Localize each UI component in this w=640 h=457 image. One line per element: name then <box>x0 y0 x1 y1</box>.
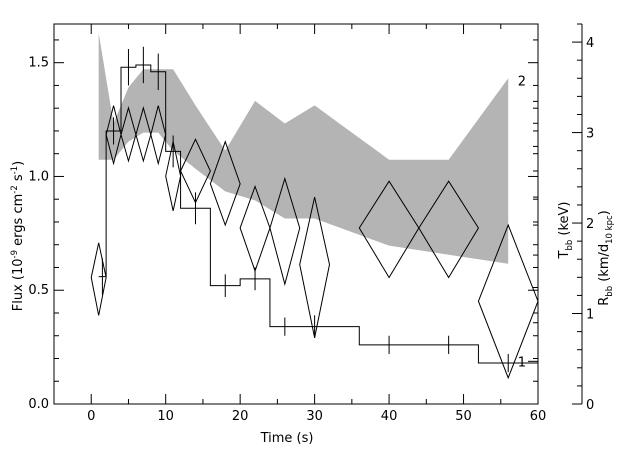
tbb-diamond-layer <box>90 105 539 380</box>
left-y-tick-label: 0.0 <box>28 397 49 412</box>
tbb-diamond <box>299 197 331 338</box>
rbb-tick-label: 4 <box>586 36 594 51</box>
left-y-tick-label: 0.5 <box>28 283 49 298</box>
x-tick-label: 60 <box>530 409 547 424</box>
x-axis-title: Time (s) <box>260 431 314 446</box>
tbb-diamond <box>418 180 480 279</box>
tbb-diamond <box>180 138 211 204</box>
tbb-diamond <box>90 242 107 316</box>
flux-histogram-layer <box>98 46 538 373</box>
rbb-tick-label: 0 <box>586 398 594 413</box>
tbb-tick-label: 2 <box>518 75 526 90</box>
x-tick-label: 30 <box>306 409 323 424</box>
x-tick-label: 40 <box>381 409 398 424</box>
flux-histogram-line <box>98 64 538 364</box>
rbb-axis-title: Rbb (km/d10 kpc) <box>597 210 615 305</box>
tbb-tick-label: 1 <box>518 355 526 370</box>
tick-layer: 0 10 20 30 40 50 60 0.0 0.5 1.0 1.5 <box>28 24 546 424</box>
tbb-diamond <box>150 105 167 166</box>
x-tick-label: 10 <box>157 409 174 424</box>
rbb-band-layer <box>98 33 509 264</box>
plot-frame <box>53 23 539 405</box>
tbb-diamond <box>165 141 182 211</box>
left-y-tick-label: 1.0 <box>28 169 49 184</box>
rbb-band <box>98 33 509 264</box>
x-tick-label: 20 <box>232 409 249 424</box>
rbb-tick-label: 1 <box>586 308 594 323</box>
left-axis-title: Flux (10-9 ergs cm-2 s-1) <box>10 161 26 311</box>
tbb-diamond <box>209 140 241 227</box>
left-y-tick-label: 1.5 <box>28 56 49 71</box>
tbb-axis-title: Tbb (keV) <box>557 202 575 260</box>
x-tick-label: 0 <box>87 409 95 424</box>
rbb-tick-label: 2 <box>586 217 594 232</box>
right-axes: 1 2 0 1 2 3 4 <box>518 23 594 413</box>
tbb-diamond <box>269 176 301 287</box>
rbb-tick-label: 3 <box>586 127 594 142</box>
x-tick-label: 50 <box>455 409 472 424</box>
